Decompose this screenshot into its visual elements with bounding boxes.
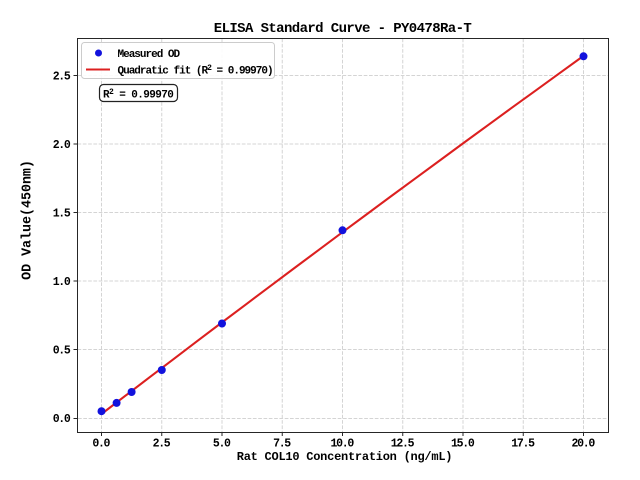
svg-text:15.0: 15.0: [451, 438, 475, 451]
svg-text:2.5: 2.5: [53, 71, 71, 84]
svg-text:Quadratic fit (R2 = 0.99970): Quadratic fit (R2 = 0.99970): [118, 64, 273, 78]
svg-text:Rat COL10 Concentration (ng/mL: Rat COL10 Concentration (ng/mL): [237, 450, 453, 464]
svg-text:ELISA Standard Curve - PY0478R: ELISA Standard Curve - PY0478Ra-T: [214, 21, 472, 37]
svg-text:2.0: 2.0: [53, 139, 71, 152]
svg-text:17.5: 17.5: [511, 438, 535, 451]
svg-text:1.5: 1.5: [53, 208, 71, 221]
svg-text:0.0: 0.0: [53, 413, 71, 426]
svg-text:12.5: 12.5: [391, 438, 415, 451]
svg-text:Measured OD: Measured OD: [118, 49, 181, 61]
svg-text:7.5: 7.5: [273, 438, 291, 451]
svg-text:0.5: 0.5: [53, 345, 71, 358]
svg-text:1.0: 1.0: [53, 276, 71, 289]
svg-text:20.0: 20.0: [572, 438, 596, 451]
svg-text:2.5: 2.5: [153, 438, 171, 451]
svg-text:5.0: 5.0: [213, 438, 231, 451]
svg-text:10.0: 10.0: [331, 438, 355, 451]
svg-text:R2 = 0.99970: R2 = 0.99970: [103, 88, 173, 102]
svg-text:0.0: 0.0: [92, 438, 110, 451]
svg-text:OD Value(450nm): OD Value(450nm): [21, 160, 36, 280]
